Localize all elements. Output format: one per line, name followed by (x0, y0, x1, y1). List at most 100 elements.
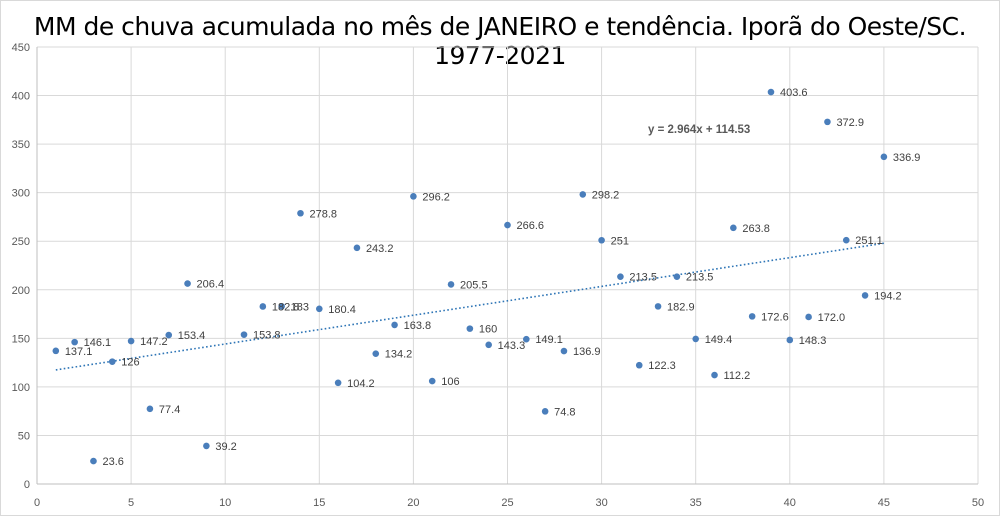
data-point (824, 118, 831, 126)
data-label: 183 (291, 301, 309, 313)
data-label: 298.2 (592, 189, 620, 201)
x-tick-label: 45 (878, 497, 890, 509)
data-label: 74.8 (554, 406, 575, 418)
data-point (598, 236, 605, 244)
data-label: 153.8 (253, 330, 281, 342)
data-label: 182.9 (667, 301, 695, 313)
x-tick-label: 35 (690, 497, 702, 509)
data-point (259, 303, 267, 310)
data-point (880, 153, 888, 161)
trendline-equation: y = 2.964x + 114.53 (648, 124, 750, 136)
data-label: 182.8 (272, 301, 300, 313)
data-label: 23.6 (102, 456, 123, 468)
data-point (861, 292, 869, 299)
data-point (447, 281, 455, 288)
y-tick-label: 150 (12, 333, 30, 345)
y-tick-label: 200 (12, 285, 30, 297)
x-tick-label: 0 (34, 497, 40, 509)
data-point (353, 244, 361, 252)
data-point (786, 336, 794, 344)
data-point (673, 273, 681, 280)
x-tick-label: 25 (501, 497, 513, 509)
data-label: 163.8 (404, 320, 432, 332)
data-label: 112.2 (724, 370, 751, 382)
y-tick-label: 300 (12, 188, 30, 200)
data-point (748, 313, 756, 320)
data-label: 143.3 (498, 340, 526, 352)
data-label: 172.0 (818, 312, 846, 324)
data-label: 126 (121, 357, 139, 369)
data-point (730, 224, 737, 232)
data-point (410, 193, 417, 200)
data-label: 213.5 (686, 272, 714, 284)
y-tick-label: 450 (12, 42, 30, 54)
data-point (560, 347, 568, 355)
data-point (654, 303, 662, 310)
data-label: 206.4 (197, 279, 225, 291)
y-tick-label: 250 (12, 236, 30, 248)
data-label: 77.4 (159, 404, 180, 416)
data-point (90, 457, 97, 465)
data-label: 134.2 (385, 349, 413, 361)
data-point (617, 273, 624, 280)
data-point (184, 280, 191, 287)
data-point (108, 358, 116, 365)
data-label: 403.6 (780, 87, 808, 99)
data-label: 136.9 (573, 346, 601, 358)
data-label: 147.2 (140, 336, 168, 348)
data-point (805, 313, 812, 321)
data-point (579, 191, 587, 198)
grid-lines (37, 46, 979, 484)
trendline (55, 242, 885, 371)
data-label: 372.9 (836, 117, 864, 129)
data-label: 122.3 (648, 360, 676, 372)
data-label: 278.8 (309, 208, 337, 220)
data-label: 146.1 (84, 337, 112, 349)
y-tick-label: 100 (12, 382, 30, 394)
data-point (372, 350, 380, 357)
data-point (692, 335, 699, 343)
data-point (428, 377, 436, 385)
x-tick-label: 20 (407, 497, 419, 509)
data-point (146, 405, 154, 413)
data-label: 243.2 (366, 243, 394, 255)
data-label: 160 (479, 324, 497, 336)
data-label: 251 (611, 235, 629, 247)
data-point (466, 325, 474, 332)
data-point (635, 361, 643, 369)
data-label: 149.1 (535, 334, 563, 346)
y-tick-label: 400 (12, 91, 30, 103)
data-label: 104.2 (347, 378, 375, 390)
y-tick-label: 350 (12, 139, 30, 151)
data-label: 180.4 (328, 304, 356, 316)
data-point (240, 331, 248, 338)
data-point (203, 442, 210, 450)
y-tick-label: 50 (18, 430, 30, 442)
data-label: 172.6 (761, 311, 789, 323)
data-point (504, 221, 511, 229)
data-point (391, 321, 398, 329)
data-label: 266.6 (517, 220, 545, 232)
data-point (711, 371, 718, 379)
data-point (71, 338, 78, 346)
data-point (541, 408, 549, 415)
data-point (52, 347, 60, 355)
data-point (127, 337, 135, 345)
data-point (297, 209, 304, 217)
data-label: 194.2 (874, 290, 902, 302)
data-label: 205.5 (460, 279, 488, 291)
data-point (334, 379, 342, 387)
data-label: 251.1 (855, 235, 883, 247)
x-tick-label: 50 (972, 497, 984, 509)
trendline-group (55, 242, 885, 371)
data-label: 106 (441, 376, 459, 388)
data-label: 336.9 (893, 152, 921, 164)
data-point (316, 305, 323, 313)
data-point (523, 335, 530, 343)
data-point (485, 341, 492, 349)
x-tick-label: 10 (219, 497, 231, 509)
data-label: 137.1 (65, 346, 93, 358)
